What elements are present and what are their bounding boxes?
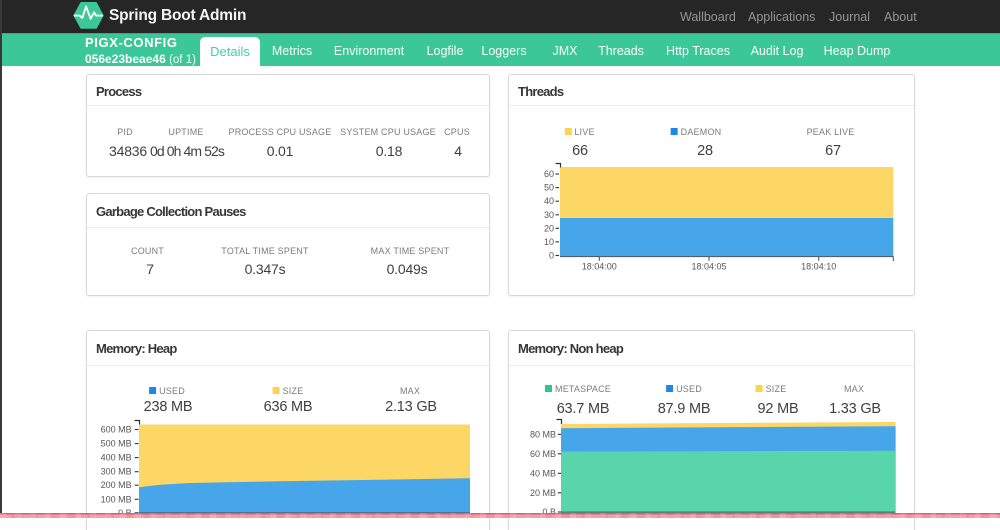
svg-text:20: 20 bbox=[544, 223, 554, 233]
svg-text:60: 60 bbox=[544, 169, 554, 179]
svg-text:10: 10 bbox=[544, 237, 554, 247]
svg-text:600 MB: 600 MB bbox=[101, 425, 132, 435]
svg-text:0: 0 bbox=[549, 251, 554, 261]
svg-text:40 MB: 40 MB bbox=[530, 468, 556, 478]
svg-text:0 B: 0 B bbox=[118, 508, 132, 518]
svg-text:100 MB: 100 MB bbox=[101, 494, 132, 504]
svg-text:500 MB: 500 MB bbox=[101, 439, 132, 449]
svg-text:200 MB: 200 MB bbox=[101, 480, 132, 490]
svg-text:300 MB: 300 MB bbox=[101, 467, 132, 477]
svg-text:0 B: 0 B bbox=[542, 507, 556, 517]
svg-text:18:04:05: 18:04:05 bbox=[691, 262, 726, 272]
svg-text:18:04:10: 18:04:10 bbox=[801, 262, 836, 272]
svg-text:60 MB: 60 MB bbox=[530, 449, 556, 459]
svg-text:40: 40 bbox=[544, 196, 554, 206]
svg-text:20 MB: 20 MB bbox=[530, 488, 556, 498]
svg-text:50: 50 bbox=[544, 183, 554, 193]
svg-text:30: 30 bbox=[544, 210, 554, 220]
svg-text:80 MB: 80 MB bbox=[530, 429, 556, 439]
svg-text:18:04:00: 18:04:00 bbox=[582, 262, 617, 272]
svg-text:400 MB: 400 MB bbox=[101, 453, 132, 463]
